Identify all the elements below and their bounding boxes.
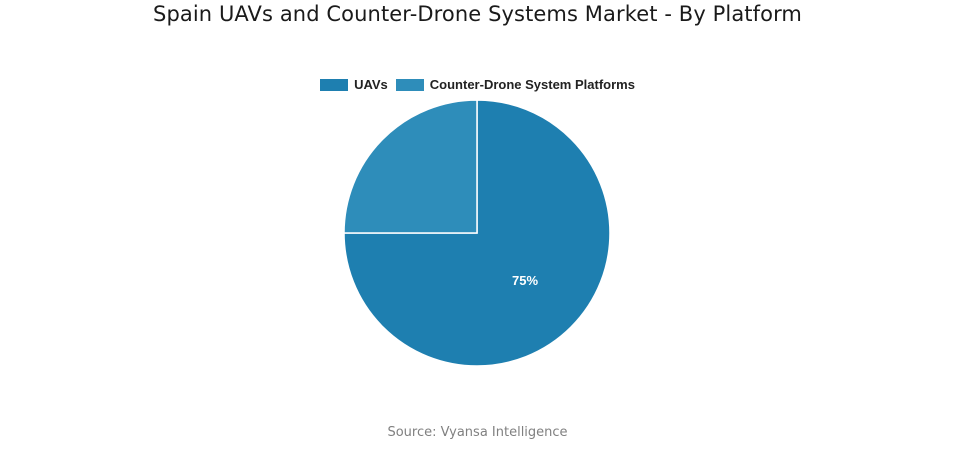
legend-item-counter-drone[interactable]: Counter-Drone System Platforms [395,77,635,92]
legend-label-counter-drone: Counter-Drone System Platforms [429,77,635,92]
legend-label-uavs: UAVs [354,77,388,92]
legend-swatch-counter-drone [395,78,424,91]
chart-title: Spain UAVs and Counter-Drone Systems Mar… [153,2,802,26]
chart-legend: UAVs Counter-Drone System Platforms [0,77,955,92]
source-note: Source: Vyansa Intelligence [387,425,568,440]
legend-item-uavs[interactable]: UAVs [320,77,388,92]
pie-slice-counter-drone[interactable] [343,99,478,234]
legend-swatch-uavs [320,78,349,91]
slice-label-uavs: 75% [512,273,538,288]
